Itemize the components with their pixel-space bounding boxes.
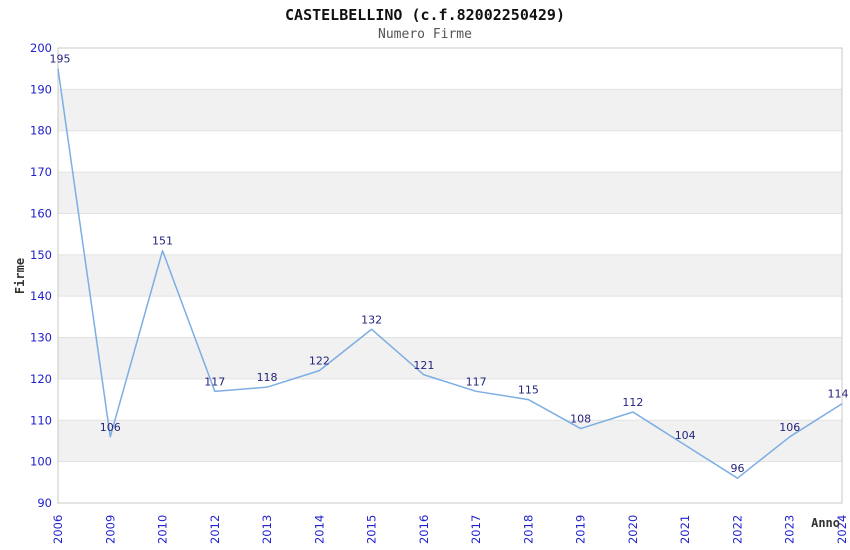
x-tick-label: 2024 — [835, 515, 849, 544]
x-tick-label: 2022 — [730, 515, 744, 544]
data-point-label: 114 — [828, 388, 849, 401]
data-point-label: 106 — [100, 421, 121, 434]
x-tick-label: 2013 — [260, 515, 274, 544]
x-axis-title: Anno — [811, 516, 840, 530]
data-point-label: 104 — [675, 429, 696, 442]
y-tick-label: 160 — [30, 206, 52, 220]
data-point-label: 117 — [204, 375, 225, 388]
data-point-label: 132 — [361, 313, 382, 326]
plot-band — [58, 337, 842, 379]
data-point-label: 151 — [152, 235, 173, 248]
data-point-label: 195 — [50, 53, 71, 66]
x-tick-label: 2006 — [51, 515, 65, 544]
y-tick-label: 120 — [30, 372, 52, 386]
x-tick-label: 2012 — [208, 515, 222, 544]
y-tick-label: 200 — [30, 41, 52, 55]
x-tick-label: 2019 — [574, 515, 588, 544]
plot-border — [57, 47, 843, 504]
x-tick-label: 2023 — [783, 515, 797, 544]
data-line — [57, 68, 843, 479]
data-point-label: 118 — [257, 371, 278, 384]
data-point-label: 115 — [518, 384, 539, 397]
x-tick-label: 2021 — [678, 515, 692, 544]
x-tick-label: 2014 — [312, 515, 326, 544]
data-point-label: 117 — [466, 375, 487, 388]
x-tick-label: 2020 — [626, 515, 640, 544]
data-point-label: 106 — [779, 421, 800, 434]
x-tick-label: 2017 — [469, 515, 483, 544]
x-tick-label: 2009 — [103, 515, 117, 544]
data-point-label: 122 — [309, 355, 330, 368]
x-tick-label: 2010 — [156, 515, 170, 544]
chart-subtitle: Numero Firme — [378, 27, 472, 42]
plot-band — [58, 172, 842, 214]
plot-band — [58, 254, 842, 297]
x-tick-label: 2015 — [365, 515, 379, 544]
x-tick-label: 2016 — [417, 515, 431, 544]
y-tick-label: 110 — [30, 413, 52, 427]
y-tick-label: 150 — [30, 248, 52, 262]
y-tick-label: 180 — [30, 124, 52, 138]
y-tick-label: 190 — [30, 82, 52, 96]
data-point-label: 121 — [413, 359, 434, 372]
y-tick-label: 90 — [37, 496, 52, 510]
y-tick-label: 140 — [30, 289, 52, 303]
chart-title: CASTELBELLINO (c.f.82002250429) — [285, 6, 565, 24]
data-point-label: 112 — [622, 396, 643, 409]
y-tick-label: 170 — [30, 165, 52, 179]
data-point-label: 108 — [570, 413, 591, 426]
data-point-label: 96 — [730, 462, 744, 475]
y-tick-label: 100 — [30, 455, 52, 469]
y-tick-label: 130 — [30, 331, 52, 345]
plot-band — [58, 420, 842, 462]
plot-band — [58, 89, 842, 131]
x-tick-label: 2018 — [521, 515, 535, 544]
